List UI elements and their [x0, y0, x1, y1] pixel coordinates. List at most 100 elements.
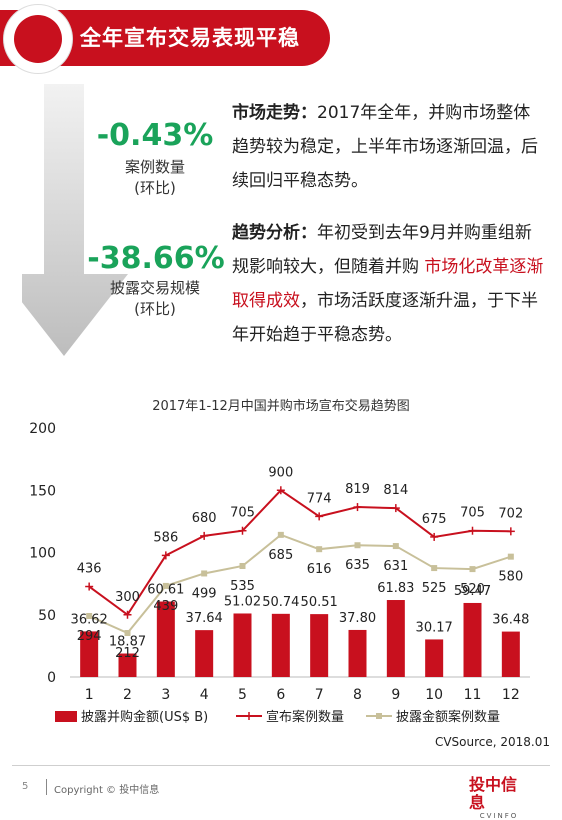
deal-size-label: 披露交易规模 [109, 279, 200, 297]
disclosed-cases-marker [239, 562, 246, 569]
x-tick-label: 3 [161, 687, 170, 703]
down-arrow-icon [22, 84, 128, 356]
bar-data-label: 60.61 [147, 583, 184, 598]
trend-analysis-paragraph: 趋势分析：年初受到去年9月并购重组新规影响较大，但随着并购 市场化改革逐渐取得成… [232, 216, 547, 352]
x-tick-label: 7 [315, 687, 324, 703]
announced-cases-label: 300 [115, 590, 140, 605]
disclosed-cases-marker [86, 612, 93, 619]
announced-cases-label: 814 [383, 483, 408, 498]
disclosed-cases-label: 525 [422, 581, 447, 596]
bar-data-label: 59.47 [454, 584, 491, 599]
case-count-period: (环比) [134, 179, 176, 197]
disclosed-cases-line [88, 533, 512, 635]
company-logo: 投中信息 CVINFO [469, 776, 529, 820]
disclosed-cases-marker [507, 553, 514, 560]
announced-cases-label: 705 [460, 506, 485, 521]
trend-analysis-text-2: ，市场活跃度逐渐升温，于下半年开始趋于平稳态势。 [232, 291, 538, 345]
trend-analysis-highlight: 市场化改革逐渐取得成效 [232, 257, 544, 311]
copyright-text: Copyright © 投中信息 [54, 785, 160, 796]
y-tick-label: 0 [47, 670, 56, 686]
title-circle-dot [14, 15, 62, 63]
case-count-change-value: -0.43% [96, 118, 214, 153]
x-tick-label: 12 [502, 687, 520, 703]
announced-cases-line [88, 488, 511, 617]
legend-disclosed-swatch-marker [376, 713, 382, 719]
bar [80, 631, 99, 677]
bar [271, 613, 290, 677]
announced-cases-label: 436 [77, 562, 102, 577]
bar-data-label: 61.83 [377, 581, 414, 596]
y-tick-label: 200 [29, 421, 56, 437]
bar-data-label: 37.64 [186, 611, 223, 626]
y-tick-label: 150 [29, 483, 56, 499]
disclosed-cases-label: 212 [115, 646, 140, 661]
y-tick-label: 100 [29, 546, 56, 562]
trend-analysis-text-1: 年初受到去年9月并购重组新规影响较大，但随着并购 [232, 223, 532, 277]
disclosed-cases-label: 520 [460, 582, 485, 597]
bar [501, 631, 520, 677]
market-trend-paragraph: 市场走势：2017年全年，并购市场整体趋势较为稳定，上半年市场逐渐回温，后续回归… [232, 96, 547, 198]
bar [310, 614, 329, 677]
disclosed-cases-marker [162, 582, 169, 589]
legend-bar-label: 披露并购金额(US$ B) [81, 709, 208, 725]
announced-cases-label: 586 [153, 530, 178, 545]
bar [463, 602, 482, 677]
x-tick-label: 8 [353, 687, 362, 703]
x-tick-label: 5 [238, 687, 247, 703]
disclosed-cases-label: 616 [307, 562, 332, 577]
market-trend-heading: 市场走势： [232, 103, 317, 123]
disclosed-cases-marker [316, 546, 323, 553]
disclosed-cases-marker [469, 566, 476, 573]
bar-data-label: 18.87 [109, 635, 146, 650]
bar-data-label: 50.74 [262, 595, 299, 610]
announced-cases-label: 819 [345, 482, 370, 497]
x-tick-label: 6 [276, 687, 285, 703]
bar-data-label: 50.51 [301, 595, 338, 610]
market-trend-text: 2017年全年，并购市场整体趋势较为稳定，上半年市场逐渐回温，后续回归平稳态势。 [232, 103, 538, 191]
legend-disclosed-label: 披露金额案例数量 [396, 709, 500, 725]
x-tick-label: 10 [425, 687, 443, 703]
footer-separator [46, 779, 47, 795]
y-tick-label: 50 [38, 608, 56, 624]
page-number: 5 [22, 781, 29, 792]
x-tick-label: 2 [123, 687, 132, 703]
disclosed-cases-marker [201, 570, 208, 577]
disclosed-cases-label: 535 [230, 579, 255, 594]
disclosed-cases-marker [431, 565, 438, 572]
disclosed-cases-label: 631 [383, 559, 408, 574]
legend-bar-swatch [55, 711, 77, 722]
disclosed-cases-label: 439 [153, 599, 178, 614]
disclosed-cases-label: 685 [268, 548, 293, 563]
disclosed-cases-marker [277, 531, 284, 538]
announced-cases-label: 705 [230, 506, 255, 521]
bar [156, 601, 175, 677]
announced-cases-label: 680 [192, 511, 217, 526]
bar-data-label: 37.80 [339, 611, 376, 626]
data-source: CVSource, 2018.01 [434, 735, 550, 749]
x-tick-label: 4 [200, 687, 209, 703]
announced-cases-label: 900 [268, 465, 293, 480]
x-tick-label: 11 [464, 687, 482, 703]
bar [233, 613, 252, 677]
bar [348, 629, 367, 677]
deal-size-change-value: -38.66% [87, 241, 225, 276]
bar [425, 639, 444, 677]
disclosed-cases-marker [354, 542, 361, 549]
announced-cases-label: 774 [307, 491, 332, 506]
disclosed-cases-marker [124, 630, 131, 637]
bar [386, 600, 405, 677]
trend-analysis-heading: 趋势分析： [232, 223, 317, 243]
disclosed-cases-label: 580 [498, 570, 523, 585]
bar-data-label: 51.02 [224, 594, 261, 609]
disclosed-cases-label: 635 [345, 558, 370, 573]
page-title: 全年宣布交易表现平稳 [80, 26, 300, 50]
disclosed-cases-marker [392, 543, 399, 550]
logo-sub-text: CVINFO [479, 812, 519, 820]
disclosed-cases-label: 294 [77, 629, 102, 644]
announced-cases-label: 702 [498, 506, 523, 521]
announced-cases-label: 675 [422, 512, 447, 527]
deal-size-period: (环比) [134, 300, 176, 318]
bar [118, 653, 137, 677]
x-tick-label: 1 [85, 687, 94, 703]
